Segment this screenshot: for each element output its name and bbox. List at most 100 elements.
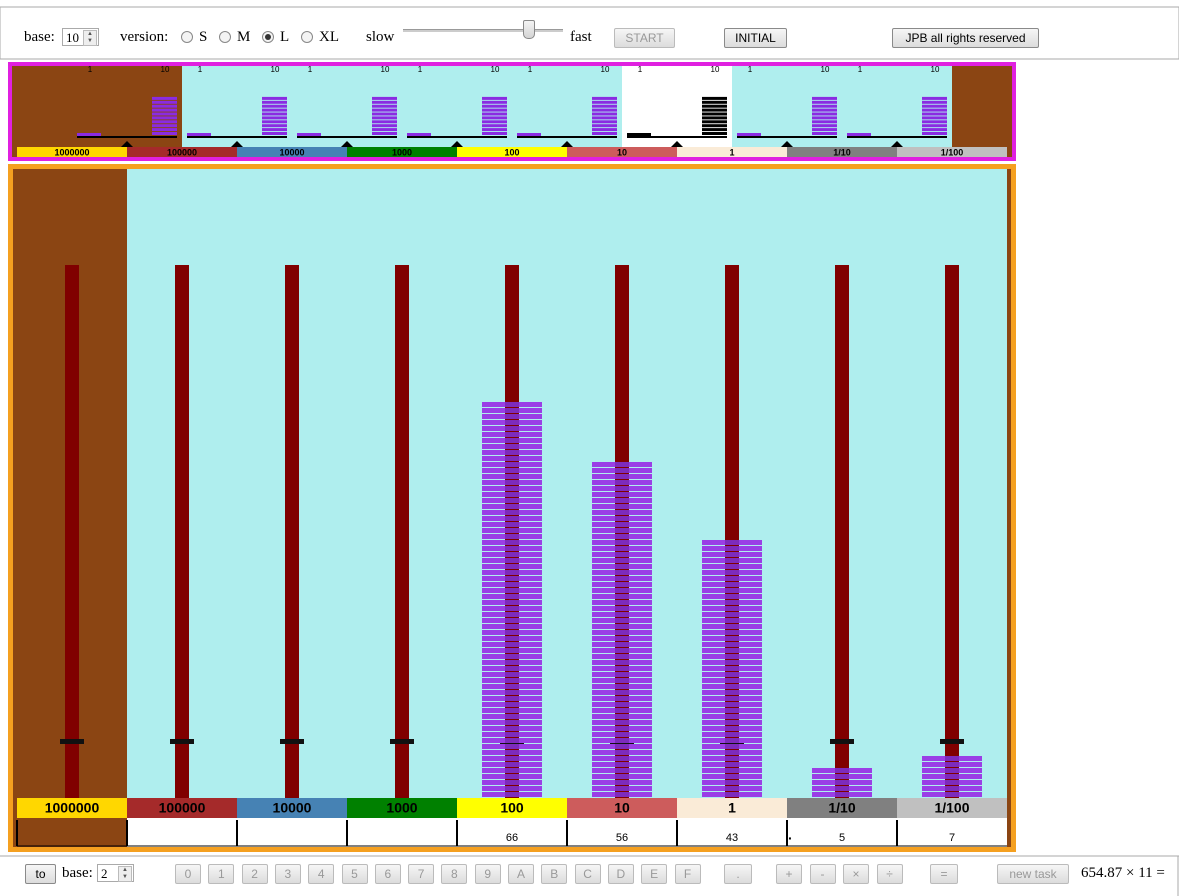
bead-core — [835, 768, 849, 773]
version-radio[interactable] — [262, 31, 274, 43]
digit-key[interactable]: A — [508, 864, 534, 884]
digit-key[interactable]: C — [574, 864, 601, 884]
count-value: 7 — [949, 832, 955, 844]
count-value: 43 — [726, 832, 738, 844]
bead-core — [505, 714, 519, 719]
bead-core — [505, 684, 519, 689]
bead-core — [615, 558, 629, 563]
mini-bead — [262, 100, 287, 104]
bead-core — [505, 594, 519, 599]
point-key[interactable]: . — [724, 864, 752, 884]
speed-slider[interactable] — [403, 29, 563, 32]
bead-core — [725, 552, 739, 557]
bead-core — [725, 732, 739, 737]
digit-key[interactable]: 9 — [474, 864, 501, 884]
mini-bead — [702, 104, 727, 108]
rod — [285, 265, 299, 798]
digit-key[interactable]: 3 — [274, 864, 301, 884]
version-radio[interactable] — [219, 31, 231, 43]
bead-core — [725, 756, 739, 761]
digit-key[interactable]: 2 — [241, 864, 268, 884]
mini-label: 100000 — [167, 147, 197, 157]
digit-key[interactable]: D — [607, 864, 634, 884]
mini-bead — [812, 116, 837, 120]
digit-key[interactable]: 4 — [308, 864, 335, 884]
version-option: L — [280, 29, 290, 45]
mini-bead — [372, 128, 397, 132]
bead-core — [505, 660, 519, 665]
bead-core — [725, 768, 739, 773]
rod — [65, 265, 79, 798]
digit-key[interactable]: B — [541, 864, 568, 884]
version-option: XL — [319, 29, 339, 45]
bead-core — [615, 738, 629, 743]
mini-bead — [922, 120, 947, 124]
to-button[interactable]: to — [25, 864, 56, 884]
bead-core — [615, 510, 629, 515]
bead-core — [505, 696, 519, 701]
mini-bead — [812, 124, 837, 128]
bead-core — [505, 666, 519, 671]
bead-core — [725, 684, 739, 689]
digit-key[interactable]: 5 — [341, 864, 368, 884]
digit-key[interactable]: 7 — [408, 864, 435, 884]
mini-bead — [812, 100, 837, 104]
bead-core — [615, 588, 629, 593]
bead-core — [505, 618, 519, 623]
bead-core — [615, 462, 629, 467]
bead-core — [615, 768, 629, 773]
version-radio[interactable] — [181, 31, 193, 43]
bead-stack — [702, 540, 762, 797]
rights-button[interactable]: JPB all rights reserved — [892, 28, 1039, 48]
mini-label-bg — [457, 147, 567, 157]
mini-bead — [482, 100, 507, 104]
bead-core — [725, 720, 739, 725]
base-input[interactable]: 2 ▲ ▼ — [97, 864, 134, 882]
bead-core — [505, 438, 519, 443]
digit-key[interactable]: E — [641, 864, 668, 884]
mini-bead — [152, 96, 177, 100]
slider-thumb[interactable] — [523, 20, 535, 39]
column-label-bg — [787, 798, 897, 818]
digit-key[interactable]: 8 — [441, 864, 468, 884]
version-radio[interactable] — [301, 31, 313, 43]
mini-bead — [922, 128, 947, 132]
digit-key[interactable]: F — [674, 864, 701, 884]
operator-key[interactable]: - — [809, 864, 836, 884]
rod — [175, 265, 189, 798]
bead-core — [615, 552, 629, 557]
bead-core — [615, 756, 629, 761]
mini-pivot — [231, 141, 243, 147]
digit-key[interactable]: 0 — [175, 864, 201, 884]
bead-core — [725, 762, 739, 767]
new-task-button[interactable]: new task — [997, 864, 1069, 884]
mini-bead — [702, 128, 727, 132]
mini-scale-low: 1 — [528, 65, 533, 74]
column-label-bg — [237, 798, 347, 818]
bead-core — [505, 654, 519, 659]
operator-key[interactable]: × — [843, 864, 869, 884]
mini-label: 1/10 — [833, 147, 851, 157]
operator-key[interactable]: ÷ — [876, 864, 903, 884]
bead-core — [615, 636, 629, 641]
bead-core — [505, 528, 519, 533]
equals-key[interactable]: = — [930, 864, 958, 884]
spinner[interactable]: ▲ ▼ — [83, 30, 97, 46]
digit-key[interactable]: 6 — [374, 864, 401, 884]
operator-key[interactable]: + — [776, 864, 802, 884]
initial-button[interactable]: INITIAL — [724, 28, 787, 48]
mini-bead — [702, 132, 727, 135]
bead-core — [505, 786, 519, 791]
mini-bead — [702, 96, 727, 100]
mini-scale-low: 1 — [858, 65, 863, 74]
spinner[interactable]: ▲ ▼ — [118, 866, 132, 882]
bead-core — [505, 570, 519, 575]
mini-label: 100 — [504, 147, 519, 157]
digit-key[interactable]: 1 — [208, 864, 235, 884]
base-input[interactable]: 10 ▲ ▼ — [62, 28, 99, 46]
start-button[interactable]: START — [614, 28, 675, 48]
column-label-bg — [897, 798, 1007, 818]
bead-core — [615, 486, 629, 491]
